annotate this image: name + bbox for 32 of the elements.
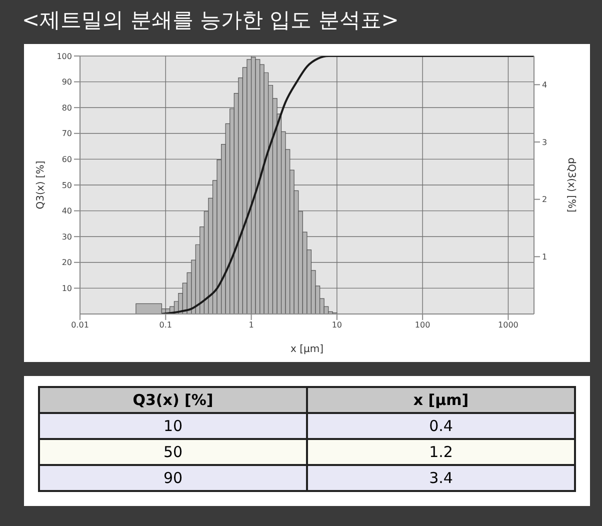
y2-tick-label: 4 (542, 80, 548, 90)
text: 0.4 (307, 413, 575, 439)
y-tick-label: 30 (62, 232, 72, 242)
x-axis-title: x [µm] (290, 344, 324, 355)
text: 10 (39, 413, 307, 439)
y2-tick-label: 3 (542, 138, 548, 147)
text: 1.2 (307, 439, 575, 465)
y-axis-title: Q3(x) [%] (36, 160, 47, 210)
y-tick-label: 60 (62, 155, 72, 164)
y-tick-label: 80 (62, 103, 72, 112)
text: 90 (39, 465, 307, 491)
text: 50 (39, 439, 307, 465)
text: x [µm] (307, 387, 575, 413)
y-tick-label: 90 (62, 78, 72, 87)
y2-axis-title: dQ3(x) [%] (565, 158, 576, 212)
text: 3.4 (307, 465, 575, 491)
y-tick-label: 70 (62, 129, 72, 138)
chart-title: <제트밀의 분쇄를 능가한 입도 분석표> (22, 7, 399, 34)
x-tick-label: 1000 (498, 320, 518, 330)
y-tick-label: 20 (62, 258, 72, 268)
x-tick-label: 10 (332, 320, 342, 330)
y2-tick-label: 2 (542, 195, 548, 204)
x-tick-label: 0.01 (71, 320, 89, 330)
x-tick-label: 100 (414, 320, 430, 330)
y-tick-label: 10 (62, 284, 72, 294)
x-tick-label: 0.1 (159, 320, 172, 330)
y-tick-label: 40 (62, 206, 72, 216)
y-tick-label: 50 (62, 180, 72, 190)
y-tick-label: 100 (56, 52, 72, 61)
x-tick-label: 1 (248, 320, 254, 330)
text: Q3(x) [%] (39, 387, 307, 413)
y2-tick-label: 1 (542, 252, 548, 262)
